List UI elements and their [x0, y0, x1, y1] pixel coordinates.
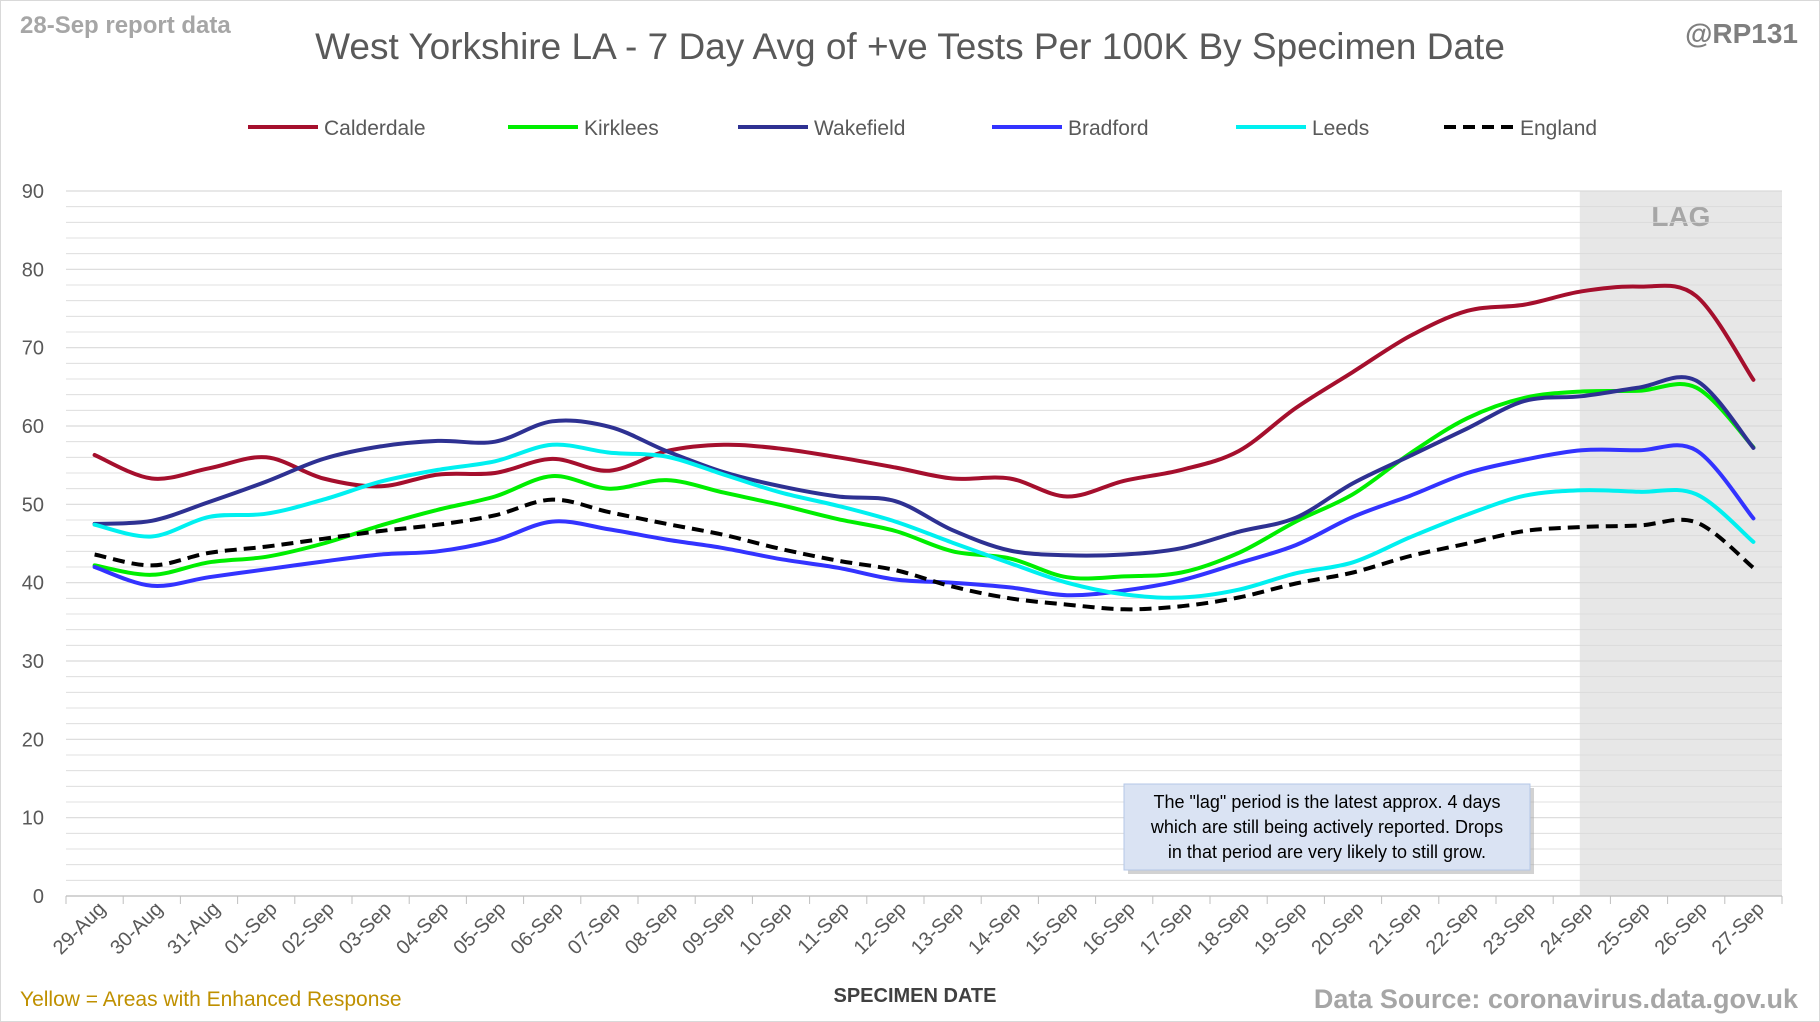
y-tick-label: 50 [22, 494, 44, 516]
series-line-calderdale [92, 283, 1756, 499]
x-tick-label: 05-Sep [449, 898, 510, 959]
legend-item-bradford: Bradford [992, 117, 1149, 140]
legend-label: Kirklees [584, 117, 659, 140]
y-tick-label: 70 [22, 338, 44, 360]
y-tick-label: 60 [22, 416, 44, 438]
y-tick-label: 20 [22, 729, 44, 751]
data-source: Data Source: coronavirus.data.gov.uk [1313, 984, 1798, 1014]
x-tick-label: 20-Sep [1307, 898, 1368, 959]
legend-label: Leeds [1312, 117, 1369, 140]
x-tick-label: 08-Sep [621, 898, 682, 959]
legend-label: Wakefield [814, 117, 905, 140]
x-tick-label: 01-Sep [221, 898, 282, 959]
legend-item-leeds: Leeds [1236, 117, 1369, 140]
author-handle: @RP131 [1685, 18, 1798, 49]
x-tick-label: 24-Sep [1536, 898, 1597, 959]
x-tick-label: 15-Sep [1021, 898, 1082, 959]
y-tick-label: 10 [22, 808, 44, 830]
y-tick-label: 40 [22, 573, 44, 595]
x-tick-label: 07-Sep [564, 898, 625, 959]
lag-region [1579, 191, 1782, 896]
x-tick-label: 12-Sep [850, 898, 911, 959]
legend-item-wakefield: Wakefield [738, 117, 905, 140]
x-tick-label: 06-Sep [507, 898, 568, 959]
series-line-england [94, 497, 1755, 612]
y-tick-label: 30 [22, 651, 44, 673]
x-tick-label: 14-Sep [964, 898, 1025, 959]
chart-title: West Yorkshire LA - 7 Day Avg of +ve Tes… [315, 26, 1505, 67]
x-tick-label: 31-Aug [163, 898, 224, 959]
x-tick-label: 09-Sep [678, 898, 739, 959]
note-line: The "lag" period is the latest approx. 4… [1154, 792, 1501, 812]
legend-label: England [1520, 117, 1597, 140]
series-line-leeds [92, 442, 1756, 600]
legend-item-england: England [1444, 117, 1597, 140]
x-tick-label: 22-Sep [1422, 898, 1483, 959]
legend-label: Calderdale [324, 117, 426, 140]
x-axis-title: SPECIMEN DATE [834, 985, 997, 1007]
x-tick-label: 13-Sep [907, 898, 968, 959]
x-tick-label: 25-Sep [1593, 898, 1654, 959]
y-tick-label: 90 [22, 181, 44, 203]
report-date: 28-Sep report data [20, 12, 231, 39]
x-tick-label: 03-Sep [335, 898, 396, 959]
note-line: which are still being actively reported.… [1150, 817, 1503, 837]
x-tick-label: 11-Sep [794, 898, 854, 958]
x-tick-label: 17-Sep [1136, 898, 1197, 959]
x-tick-label: 16-Sep [1079, 898, 1140, 959]
x-tick-label: 21-Sep [1365, 898, 1426, 959]
x-tick-label: 26-Sep [1651, 898, 1712, 959]
x-tick-label: 02-Sep [278, 898, 339, 959]
note-line: in that period are very likely to still … [1168, 842, 1486, 862]
x-tick-label: 27-Sep [1708, 898, 1769, 959]
series-line-kirklees [92, 382, 1756, 581]
x-tick-label: 30-Aug [106, 898, 167, 959]
y-tick-label: 0 [33, 886, 44, 908]
x-tick-label: 04-Sep [392, 898, 453, 959]
legend-item-calderdale: Calderdale [248, 117, 426, 140]
x-tick-label: 23-Sep [1479, 898, 1540, 959]
x-tick-label: 10-Sep [735, 898, 796, 959]
x-tick-label: 18-Sep [1193, 898, 1254, 959]
legend-label: Bradford [1068, 117, 1149, 140]
x-tick-label: 29-Aug [49, 898, 110, 959]
note-box [1123, 783, 1531, 871]
enhanced-response-note: Yellow = Areas with Enhanced Response [20, 988, 402, 1011]
y-tick-label: 80 [22, 259, 44, 281]
series-line-wakefield [92, 375, 1756, 558]
legend-item-kirklees: Kirklees [508, 117, 659, 140]
x-tick-label: 19-Sep [1250, 898, 1311, 959]
lag-label: LAG [1651, 201, 1710, 232]
